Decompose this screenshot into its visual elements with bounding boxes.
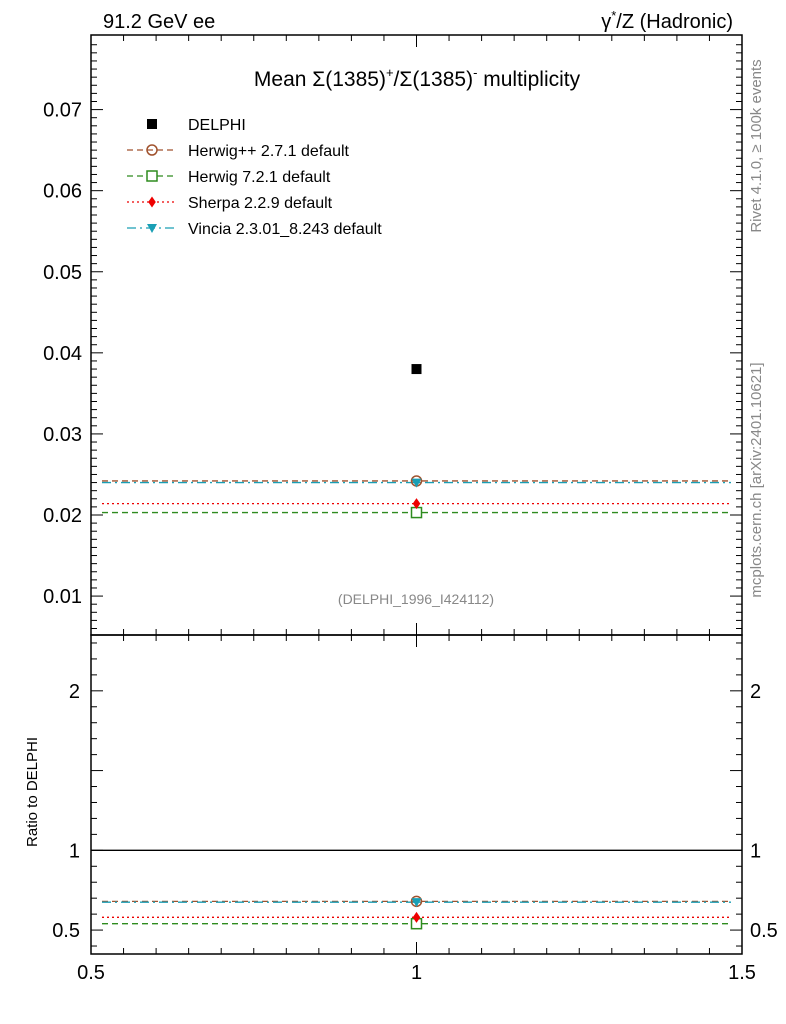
legend-label-data: DELPHI xyxy=(188,117,246,134)
ratio-series xyxy=(91,849,742,930)
y-tick-label: 0.06 xyxy=(43,181,82,203)
ratio-y-tick-label-left: 2 xyxy=(69,681,80,703)
legend-label-sherpa: Sherpa 2.2.9 default xyxy=(188,195,333,212)
ratio-y-tick-label-right: 2 xyxy=(750,681,761,703)
chart-title: Mean Σ(1385)+/Σ(1385)- multiplicity xyxy=(254,65,581,91)
analysis-watermark: (DELPHI_1996_I424112) xyxy=(338,591,494,607)
x-tick-label: 0.5 xyxy=(77,962,105,984)
ratio-point-vincia xyxy=(411,898,422,908)
y-tick-label: 0.07 xyxy=(43,100,82,122)
rivet-version-label: Rivet 4.1.0, ≥ 100k events xyxy=(748,59,765,232)
header-left-label: 91.2 GeV ee xyxy=(103,11,215,33)
ratio-ylabel: Ratio to DELPHI xyxy=(24,737,41,847)
legend-marker-herwigpp xyxy=(146,144,158,156)
ratio-point-sherpa xyxy=(412,911,421,923)
ratio-axis-ticks: 0.5 0.5 1 1 2 2 0.5 1 1.5 xyxy=(52,635,778,984)
data-point-sherpa xyxy=(412,498,421,510)
legend: DELPHI Herwig++ 2.7.1 default Herwig 7.2.1… xyxy=(127,117,382,238)
ratio-frame xyxy=(90,634,743,955)
main-axis-ticks: 0.01 0.02 0.03 0.04 0.05 0.06 0.07 xyxy=(43,35,743,635)
data-point-data xyxy=(411,364,422,375)
legend-label-vincia: Vincia 2.3.01_8.243 default xyxy=(188,221,382,238)
ratio-y-tick-label-left: 0.5 xyxy=(52,920,80,942)
legend-marker-herwig7 xyxy=(146,170,158,182)
legend-marker-sherpa xyxy=(148,196,156,208)
main-panel: 0.01 0.02 0.03 0.04 0.05 0.06 0.07 Mean Σ(1385… xyxy=(43,34,743,636)
y-tick-label: 0.03 xyxy=(43,424,82,446)
y-tick-label: 0.02 xyxy=(43,505,82,527)
y-tick-label: 0.05 xyxy=(43,262,82,284)
x-tick-label: 1.5 xyxy=(728,962,756,984)
legend-marker-vincia xyxy=(147,224,157,233)
y-tick-label: 0.01 xyxy=(43,586,82,608)
ratio-y-tick-label-left: 1 xyxy=(69,840,80,862)
main-series xyxy=(102,364,731,519)
ratio-panel: 0.5 0.5 1 1 2 2 0.5 1 1.5 Ratio to DELPHI xyxy=(24,634,778,984)
mcplots-label: mcplots.cern.ch [arXiv:2401.10621] xyxy=(748,362,765,597)
data-point-vincia xyxy=(411,478,422,488)
x-tick-label: 1 xyxy=(411,962,422,984)
legend-label-herwigpp: Herwig++ 2.7.1 default xyxy=(188,143,350,160)
ratio-y-tick-label-right: 1 xyxy=(750,840,761,862)
y-tick-label: 0.04 xyxy=(43,343,82,365)
header-right-label: γ*/Z (Hadronic) xyxy=(601,8,733,33)
ratio-y-tick-label-right: 0.5 xyxy=(750,920,778,942)
legend-label-herwig7: Herwig 7.2.1 default xyxy=(188,169,331,186)
legend-marker-data xyxy=(147,119,157,129)
